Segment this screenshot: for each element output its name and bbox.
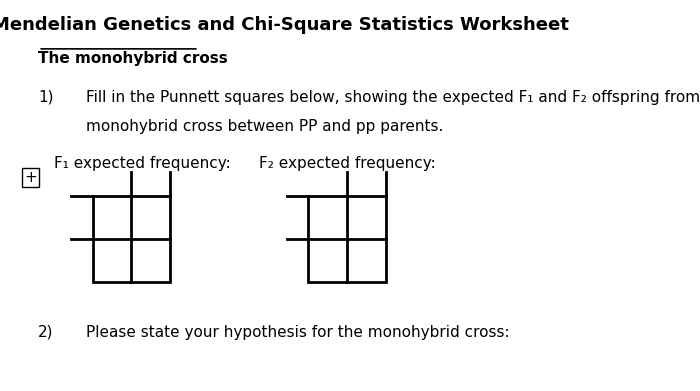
Text: 2): 2)	[38, 325, 54, 339]
Text: The monohybrid cross: The monohybrid cross	[38, 51, 228, 66]
Text: F₁ expected frequency:: F₁ expected frequency:	[54, 156, 231, 171]
Text: monohybrid cross between PP and pp parents.: monohybrid cross between PP and pp paren…	[85, 119, 443, 134]
Bar	[92, 196, 170, 282]
Text: Please state your hypothesis for the monohybrid cross:: Please state your hypothesis for the mon…	[85, 325, 509, 339]
Text: F₂ expected frequency:: F₂ expected frequency:	[259, 156, 436, 171]
Bar	[309, 196, 386, 282]
Text: Mendelian Genetics and Chi-Square Statistics Worksheet: Mendelian Genetics and Chi-Square Statis…	[0, 16, 569, 34]
Text: Fill in the Punnett squares below, showing the expected F₁ and F₂ offspring from: Fill in the Punnett squares below, showi…	[85, 90, 700, 105]
Text: 1): 1)	[38, 90, 54, 105]
Text: +: +	[24, 170, 36, 185]
